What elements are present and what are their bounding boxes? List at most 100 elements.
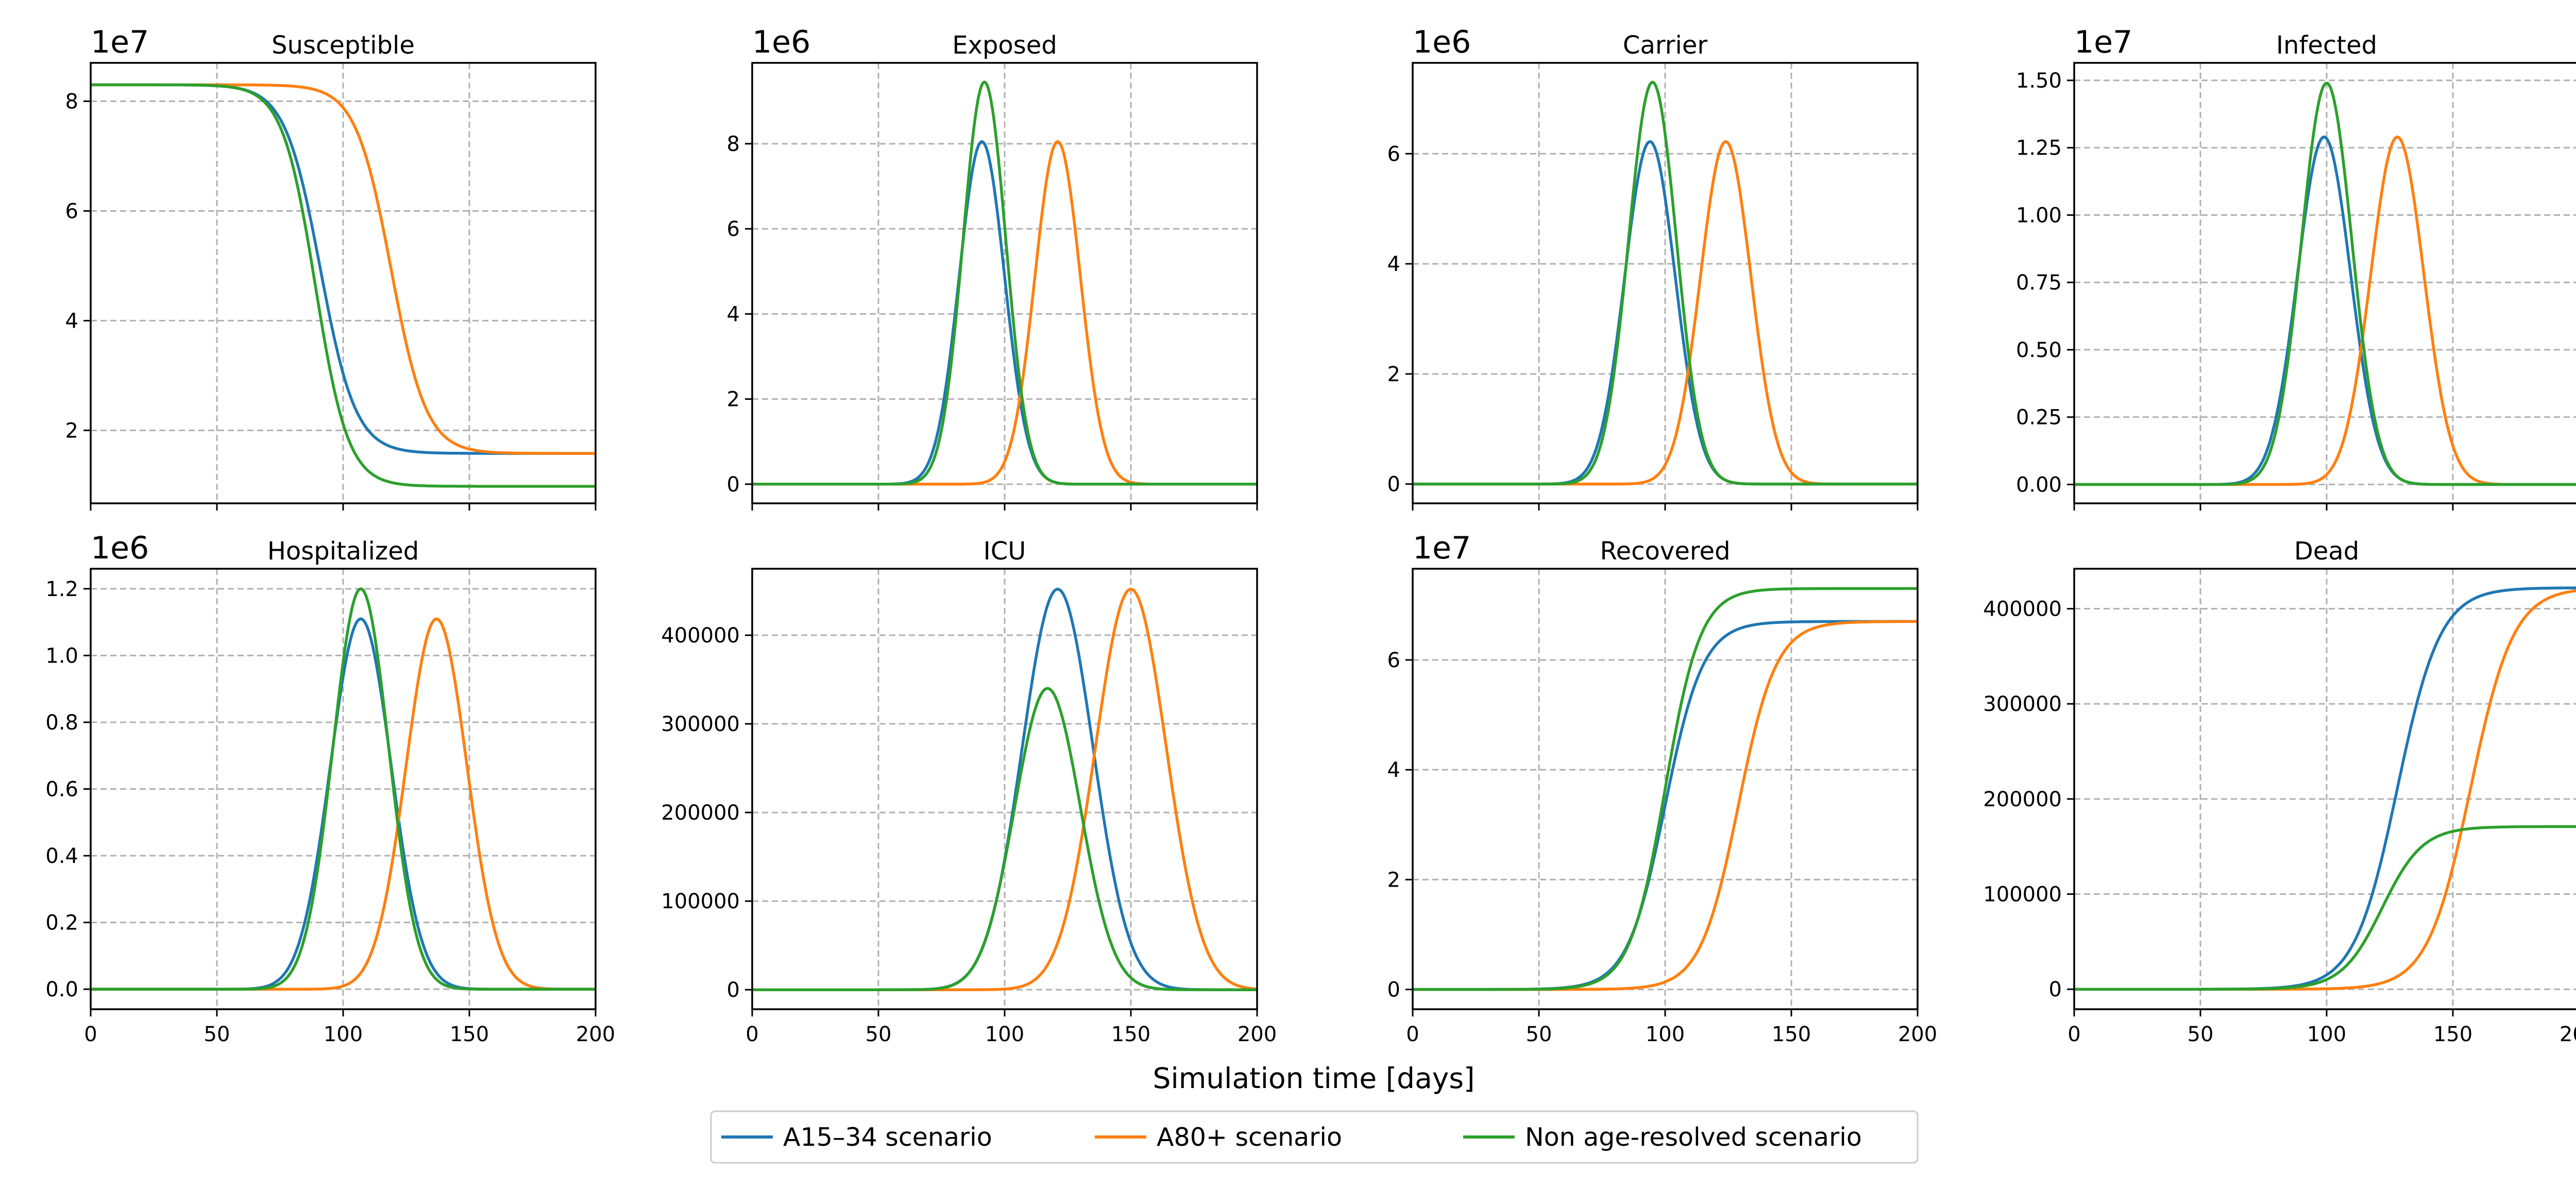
y-axis-multiplier: 1e7 bbox=[91, 24, 149, 60]
y-tick-label: 0 bbox=[727, 978, 740, 1002]
y-tick-label: 4 bbox=[1387, 758, 1400, 782]
y-tick-label: 0.8 bbox=[45, 711, 78, 735]
y-tick-label: 0.0 bbox=[45, 978, 78, 1002]
y-tick-label: 2 bbox=[727, 388, 740, 412]
y-tick-label: 4 bbox=[1387, 252, 1400, 276]
subplot-carrier: 0 2 4 6 Carrier 1e6 bbox=[1387, 24, 1919, 511]
legend-label-a15-34: A15–34 scenario bbox=[783, 1123, 992, 1152]
y-tick-label: 0 bbox=[1387, 473, 1400, 497]
series-line-non-age-resolved-scenario bbox=[1412, 80, 1918, 486]
panel-title: ICU bbox=[984, 537, 1026, 566]
subplot-susceptible: 2 4 6 8 Susceptible 1e7 bbox=[65, 24, 597, 511]
y-tick-label: 1.0 bbox=[45, 644, 78, 668]
x-tick-label: 0 bbox=[2067, 1023, 2080, 1046]
subplot-recovered: 0 50 100 150 200 0 2 4 6 Recovered 1e7 bbox=[1387, 530, 1938, 1046]
series-line-a80-scenario bbox=[2074, 135, 2576, 486]
panel-title: Susceptible bbox=[272, 31, 415, 60]
y-tick-label: 0.2 bbox=[45, 911, 78, 935]
y-tick-label: 1.25 bbox=[2016, 137, 2062, 160]
x-tick-label: 100 bbox=[985, 1023, 1024, 1046]
y-axis-multiplier: 1e6 bbox=[752, 24, 810, 60]
panel-title: Hospitalized bbox=[267, 537, 419, 566]
y-tick-label: 0.50 bbox=[2016, 338, 2062, 362]
series-line-non-age-resolved-scenario bbox=[90, 83, 596, 488]
x-tick-label: 150 bbox=[1772, 1023, 1811, 1046]
y-tick-label: 8 bbox=[727, 132, 740, 156]
y-tick-label: 100000 bbox=[661, 890, 740, 913]
y-tick-label: 0.6 bbox=[45, 778, 78, 802]
series-line-non-age-resolved-scenario bbox=[752, 687, 1258, 991]
x-tick-label: 200 bbox=[2560, 1023, 2576, 1046]
x-tick-label: 100 bbox=[324, 1023, 363, 1046]
y-tick-label: 8 bbox=[65, 90, 78, 114]
legend-frame bbox=[710, 1110, 1919, 1164]
x-tick-label: 150 bbox=[1111, 1023, 1150, 1046]
subplot-icu: 0 50 100 150 200 0 100000 200000 300000 400000 ICU bbox=[661, 537, 1277, 1046]
panel-title: Dead bbox=[2294, 537, 2359, 566]
y-tick-label: 2 bbox=[1387, 868, 1400, 892]
y-tick-label: 0.4 bbox=[45, 844, 78, 868]
y-tick-label: 6 bbox=[1387, 649, 1400, 672]
subplot-hospitalized: 0 50 100 150 200 0.0 0.2 0.4 0.6 0.8 1.0 1.2 Hospita… bbox=[45, 530, 615, 1046]
subplot-infected: 0.00 0.25 0.50 0.75 1.00 1.25 1.50 Infected 1e7 bbox=[2016, 24, 2576, 511]
panel-title: Carrier bbox=[1623, 31, 1707, 60]
y-tick-label: 6 bbox=[65, 199, 78, 223]
y-tick-label: 0.25 bbox=[2016, 406, 2062, 430]
y-tick-label: 400000 bbox=[1983, 598, 2062, 621]
y-tick-label: 0 bbox=[1387, 978, 1400, 1002]
x-tick-label: 200 bbox=[576, 1023, 615, 1046]
series-line-non-age-resolved-scenario bbox=[90, 587, 596, 991]
x-tick-label: 100 bbox=[2307, 1023, 2346, 1046]
y-tick-label: 0.00 bbox=[2016, 473, 2062, 497]
y-tick-label: 200000 bbox=[661, 801, 740, 825]
x-tick-label: 50 bbox=[866, 1023, 892, 1046]
y-tick-label: 1.2 bbox=[45, 578, 78, 601]
series-line-non-age-resolved-scenario bbox=[752, 80, 1258, 486]
y-tick-label: 6 bbox=[727, 217, 740, 241]
series-line-a80-scenario bbox=[2074, 589, 2576, 991]
panel-title: Exposed bbox=[952, 31, 1057, 60]
y-axis-multiplier: 1e6 bbox=[91, 530, 149, 566]
series-line-non-age-resolved-scenario bbox=[1412, 587, 1918, 991]
subplot-dead: 0 50 100 150 200 0 100000 200000 300000 400000 Dea… bbox=[1983, 537, 2576, 1046]
y-tick-label: 100000 bbox=[1983, 883, 2062, 907]
y-axis-multiplier: 1e7 bbox=[2074, 24, 2132, 60]
x-tick-label: 0 bbox=[745, 1023, 758, 1046]
legend-label-non-age-resolved: Non age-resolved scenario bbox=[1525, 1123, 1862, 1152]
y-tick-label: 2 bbox=[65, 419, 78, 443]
y-tick-label: 2 bbox=[1387, 363, 1400, 386]
y-tick-label: 0 bbox=[727, 473, 740, 497]
x-tick-label: 150 bbox=[2433, 1023, 2472, 1046]
y-tick-label: 0.75 bbox=[2016, 271, 2062, 295]
y-tick-label: 300000 bbox=[661, 712, 740, 736]
x-tick-label: 50 bbox=[204, 1023, 230, 1046]
y-tick-label: 0 bbox=[2049, 978, 2062, 1002]
legend-label-a80: A80+ scenario bbox=[1157, 1123, 1342, 1152]
y-axis-multiplier: 1e7 bbox=[1413, 530, 1471, 566]
x-tick-label: 150 bbox=[450, 1023, 489, 1046]
y-tick-label: 1.50 bbox=[2016, 69, 2062, 93]
x-axis-label: Simulation time [days] bbox=[1153, 1062, 1475, 1095]
panel-title: Infected bbox=[2276, 31, 2377, 60]
subplot-grid: 2 4 6 8 Susceptible 1e7 0 2 4 6 8 Exposed 1e6 0 2 4 6 Car… bbox=[45, 24, 2576, 1046]
x-tick-label: 50 bbox=[1526, 1023, 1552, 1046]
y-tick-label: 300000 bbox=[1983, 692, 2062, 716]
legend: A15–34 scenario A80+ scenario Non age-re… bbox=[710, 1110, 1919, 1164]
series-line-a15-34-scenario bbox=[2074, 135, 2576, 486]
x-tick-label: 0 bbox=[1406, 1023, 1419, 1046]
x-tick-label: 0 bbox=[84, 1023, 97, 1046]
x-tick-label: 200 bbox=[1898, 1023, 1937, 1046]
subplot-exposed: 0 2 4 6 8 Exposed 1e6 bbox=[727, 24, 1258, 511]
y-axis-multiplier: 1e6 bbox=[1413, 24, 1471, 60]
panel-title: Recovered bbox=[1600, 537, 1730, 566]
y-tick-label: 6 bbox=[1387, 142, 1400, 166]
x-tick-label: 100 bbox=[1646, 1023, 1685, 1046]
series-line-non-age-resolved-scenario bbox=[2074, 81, 2576, 486]
plot-frame bbox=[2073, 568, 2576, 1010]
series-line-non-age-resolved-scenario bbox=[2074, 825, 2576, 991]
x-tick-label: 200 bbox=[1238, 1023, 1277, 1046]
series-line-a15-34-scenario bbox=[2074, 586, 2576, 991]
y-tick-label: 1.00 bbox=[2016, 203, 2062, 227]
y-tick-label: 200000 bbox=[1983, 788, 2062, 811]
